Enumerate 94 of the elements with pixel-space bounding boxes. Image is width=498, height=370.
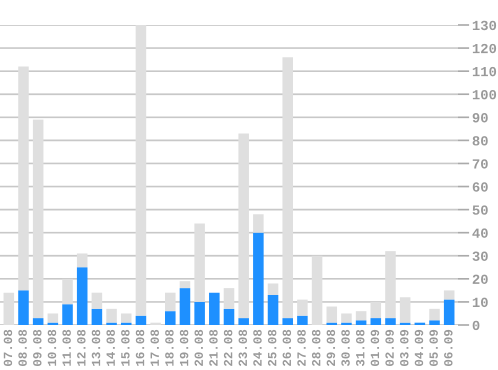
x-tick-label: 25.08	[268, 330, 276, 366]
bar	[18, 66, 29, 290]
x-tick-label: 08.08	[18, 330, 27, 366]
x-tick-label: 31.08	[356, 330, 364, 366]
bar	[62, 278, 73, 304]
bar	[76, 267, 88, 325]
bar	[400, 297, 410, 323]
x-tick-label: 26.08	[282, 330, 292, 366]
x-tick-label: 02.09	[385, 330, 394, 366]
bar	[194, 302, 205, 325]
bar	[356, 311, 366, 320]
bar	[120, 313, 132, 323]
x-tick-label: 13.08	[92, 330, 100, 366]
bar	[92, 292, 102, 309]
bar	[282, 318, 294, 325]
y-tick-label: 10	[472, 298, 488, 308]
bar	[224, 308, 234, 325]
y-tick-label: 0	[472, 320, 480, 330]
x-tick-label: 20.08	[194, 330, 203, 366]
bar	[194, 223, 205, 302]
bar	[444, 290, 454, 300]
bar	[106, 308, 117, 323]
x-tick-label: 24.08	[253, 330, 262, 366]
x-tick-label: 03.09	[400, 330, 409, 366]
bar	[356, 320, 366, 325]
bar	[268, 283, 278, 295]
bar	[253, 232, 264, 325]
x-tick-label: 28.08	[312, 330, 320, 366]
bar	[180, 281, 190, 288]
y-tick-label: 130	[472, 20, 496, 30]
bar	[444, 300, 454, 325]
bar	[238, 133, 249, 318]
bar	[180, 288, 190, 325]
y-tick-label: 120	[472, 44, 496, 54]
bar	[62, 304, 73, 325]
bar	[136, 25, 146, 316]
x-tick-label: 14.08	[106, 330, 115, 366]
y-tick-label: 60	[472, 182, 488, 192]
y-tick-label: 40	[472, 228, 488, 238]
bar	[282, 57, 294, 318]
y-tick-label: 110	[472, 66, 496, 76]
bar	[429, 320, 440, 325]
x-tick-label: 12.08	[77, 330, 86, 366]
bar	[385, 318, 396, 325]
bar	[312, 256, 322, 325]
bar	[48, 313, 58, 323]
bar	[297, 316, 308, 325]
bar	[164, 311, 176, 325]
x-tick-label: 07.08	[4, 330, 12, 366]
y-tick-label: 20	[472, 274, 488, 284]
x-tick-label: 27.08	[297, 330, 306, 366]
x-tick-label: 06.09	[444, 330, 453, 366]
y-tick-label: 80	[472, 136, 488, 146]
bar	[164, 292, 176, 312]
bar	[385, 251, 396, 318]
bar	[341, 313, 352, 323]
bar	[268, 295, 278, 325]
x-tick-label: 21.08	[209, 330, 218, 366]
bar	[92, 308, 102, 325]
bar	[238, 318, 249, 325]
bar	[224, 288, 234, 309]
x-tick-label: 10.08	[48, 330, 56, 366]
x-tick-label: 01.09	[370, 330, 380, 366]
bar	[4, 292, 14, 325]
x-tick-label: 23.08	[238, 330, 248, 366]
y-tick-label: 30	[472, 252, 488, 261]
bar	[253, 214, 264, 233]
x-tick-label: 30.08	[341, 330, 350, 366]
bar	[32, 318, 44, 325]
x-tick-label: 22.08	[224, 330, 232, 366]
x-tick-label: 19.08	[180, 330, 188, 366]
x-tick-label: 11.08	[62, 330, 71, 366]
x-tick-label: 29.08	[326, 330, 336, 366]
x-tick-label: 17.08	[150, 330, 159, 366]
y-tick-label: 50	[472, 205, 488, 215]
x-tick-label: 04.09	[414, 330, 424, 366]
bar	[76, 253, 88, 268]
bar	[429, 308, 440, 320]
x-tick-label: 15.08	[121, 330, 130, 366]
y-tick-label: 100	[472, 90, 496, 100]
bar	[32, 120, 44, 318]
bar	[326, 306, 338, 323]
bar	[370, 318, 382, 325]
x-tick-label: 18.08	[165, 330, 174, 366]
x-tick-label: 16.08	[136, 330, 144, 366]
y-tick-label: 90	[472, 113, 488, 122]
bar	[209, 292, 220, 325]
bar	[297, 300, 308, 316]
x-tick-label: 09.08	[33, 330, 42, 366]
y-tick-label: 70	[472, 159, 488, 169]
bar	[18, 290, 29, 325]
bar	[136, 316, 146, 325]
bar	[370, 302, 382, 318]
x-tick-label: 05.09	[429, 330, 438, 366]
